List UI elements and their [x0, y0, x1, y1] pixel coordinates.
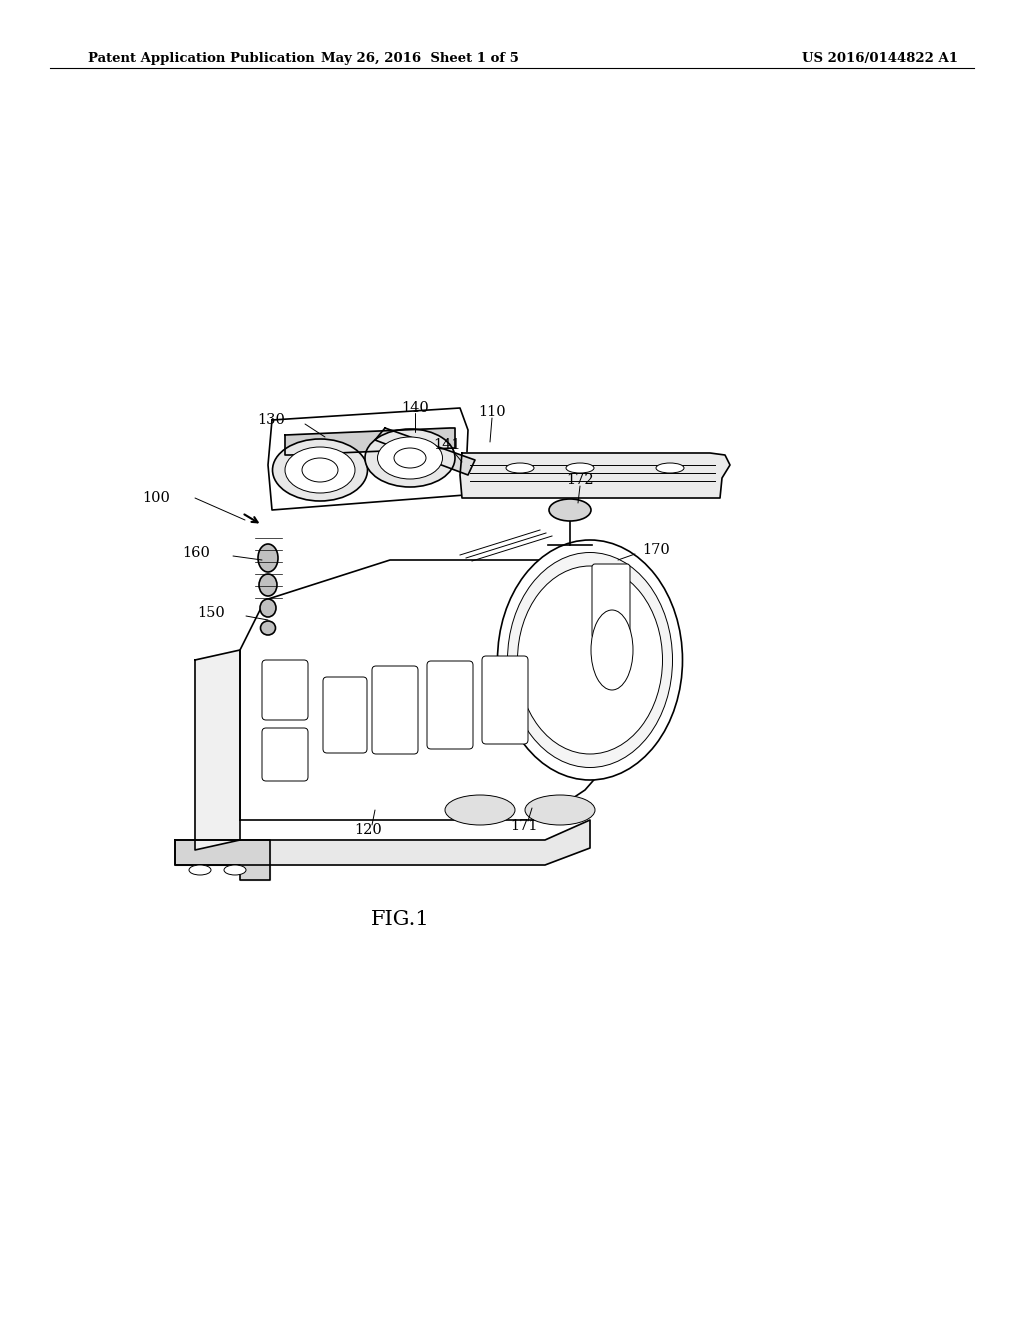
FancyBboxPatch shape [262, 660, 308, 719]
Text: 170: 170 [642, 543, 670, 557]
Ellipse shape [260, 599, 276, 616]
Text: 141: 141 [433, 438, 461, 451]
Text: 150: 150 [198, 606, 225, 620]
FancyBboxPatch shape [482, 656, 528, 744]
Text: 172: 172 [566, 473, 594, 487]
Ellipse shape [506, 463, 534, 473]
Ellipse shape [591, 610, 633, 690]
Ellipse shape [566, 463, 594, 473]
Polygon shape [175, 820, 590, 865]
Ellipse shape [508, 553, 673, 767]
Polygon shape [285, 428, 455, 455]
FancyBboxPatch shape [427, 661, 473, 748]
Ellipse shape [549, 499, 591, 521]
FancyBboxPatch shape [262, 729, 308, 781]
Text: 140: 140 [401, 401, 429, 414]
Ellipse shape [656, 463, 684, 473]
Ellipse shape [189, 865, 211, 875]
Ellipse shape [285, 447, 355, 492]
Polygon shape [375, 428, 475, 475]
Ellipse shape [224, 865, 246, 875]
FancyBboxPatch shape [323, 677, 367, 752]
Ellipse shape [394, 447, 426, 469]
Polygon shape [268, 408, 468, 510]
Polygon shape [240, 560, 635, 820]
Polygon shape [460, 453, 730, 498]
Text: May 26, 2016  Sheet 1 of 5: May 26, 2016 Sheet 1 of 5 [322, 51, 519, 65]
Text: FIG.1: FIG.1 [371, 909, 429, 929]
Ellipse shape [517, 566, 663, 754]
Text: 160: 160 [182, 546, 210, 560]
FancyBboxPatch shape [592, 564, 630, 638]
Text: Patent Application Publication: Patent Application Publication [88, 51, 314, 65]
Text: 130: 130 [257, 413, 285, 426]
FancyBboxPatch shape [372, 667, 418, 754]
Ellipse shape [498, 540, 683, 780]
Polygon shape [175, 840, 270, 880]
Text: 100: 100 [142, 491, 170, 506]
Ellipse shape [525, 795, 595, 825]
Ellipse shape [259, 574, 278, 597]
Ellipse shape [258, 544, 278, 572]
Ellipse shape [365, 429, 455, 487]
Text: 120: 120 [354, 822, 382, 837]
Text: US 2016/0144822 A1: US 2016/0144822 A1 [802, 51, 958, 65]
Text: 110: 110 [478, 405, 506, 418]
Ellipse shape [272, 440, 368, 502]
Ellipse shape [445, 795, 515, 825]
Polygon shape [195, 649, 240, 850]
Ellipse shape [260, 620, 275, 635]
Ellipse shape [302, 458, 338, 482]
Ellipse shape [378, 437, 442, 479]
Text: 171: 171 [510, 818, 538, 833]
